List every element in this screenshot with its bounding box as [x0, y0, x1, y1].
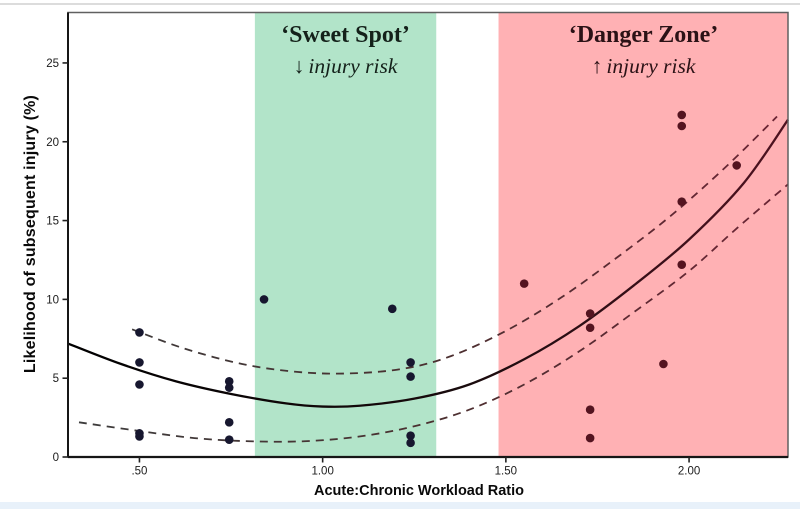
data-point	[406, 358, 415, 367]
data-point	[259, 295, 269, 304]
danger-zone-title: ‘Danger Zone’	[568, 22, 719, 48]
data-point	[585, 405, 595, 415]
y-tick-label: 0	[53, 452, 59, 464]
data-point	[677, 260, 687, 269]
data-point	[406, 372, 415, 381]
data-point	[585, 433, 595, 443]
data-point	[135, 380, 144, 389]
y-axis-title: Likelihood of subsequent injury (%)	[22, 94, 39, 374]
data-point	[659, 359, 668, 369]
sweet-spot-zone	[254, 12, 437, 457]
data-point	[135, 432, 144, 441]
data-point	[224, 383, 234, 392]
x-tick-label: 1.00	[311, 466, 333, 478]
data-point	[519, 279, 529, 288]
data-point	[387, 304, 397, 314]
y-tick-label: 25	[46, 58, 59, 70]
data-point	[732, 161, 742, 170]
data-point	[585, 323, 595, 333]
data-point	[135, 358, 144, 367]
danger-zone-annotation: ‘Danger Zone’ ↑ injury risk	[499, 22, 788, 81]
y-tick-label: 5	[53, 373, 59, 385]
data-point	[406, 438, 415, 448]
data-point	[406, 431, 415, 441]
page-top-border	[0, 3, 800, 5]
sweet-spot-subtitle: ↓ injury risk	[255, 53, 436, 81]
sweet-spot-subtitle-text: injury risk	[308, 53, 398, 78]
data-point	[224, 418, 234, 427]
y-tick-label: 15	[46, 216, 59, 228]
x-tick-label: .50	[131, 466, 147, 478]
page-bottom-strip	[0, 502, 800, 509]
up-arrow-icon: ↑	[591, 53, 603, 78]
x-axis-title: Acute:Chronic Workload Ratio	[314, 483, 524, 499]
danger-zone-subtitle-text: injury risk	[606, 53, 696, 78]
down-arrow-icon: ↓	[293, 53, 305, 78]
lower-confidence-band	[78, 183, 789, 443]
data-point	[677, 197, 687, 206]
polynomial-fit-curve	[67, 119, 789, 408]
y-tick-label: 20	[46, 137, 59, 149]
danger-zone-subtitle: ↑ injury risk	[499, 53, 788, 81]
sweet-spot-title: ‘Sweet Spot’	[281, 22, 410, 48]
upper-confidence-band	[131, 115, 778, 375]
sweet-spot-annotation: ‘Sweet Spot’ ↓ injury risk	[255, 22, 436, 81]
x-tick-label: 1.50	[495, 466, 517, 478]
data-point	[677, 121, 687, 131]
x-tick-label: 2.00	[678, 466, 700, 478]
data-point	[135, 328, 144, 337]
data-point	[585, 309, 595, 318]
data-point	[677, 110, 687, 120]
data-point	[224, 377, 234, 386]
danger-zone-zone	[498, 12, 788, 457]
y-tick-label: 10	[46, 294, 59, 306]
data-point	[224, 435, 234, 444]
